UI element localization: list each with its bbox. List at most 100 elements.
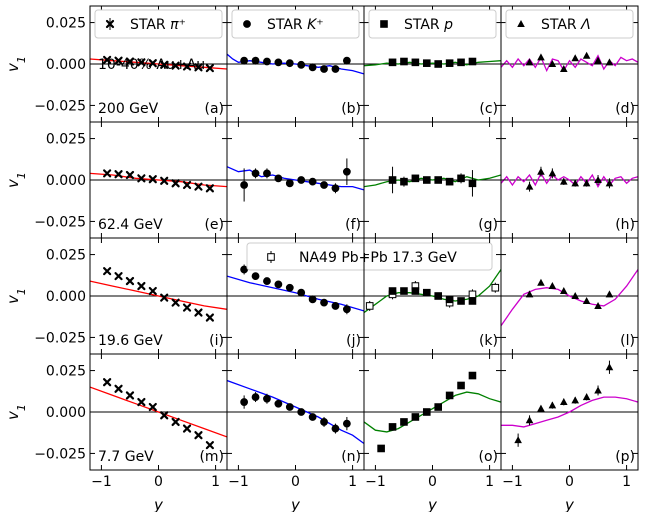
data-point [308,63,317,72]
panel-g: (g) [363,121,502,239]
data-point [331,184,340,193]
data-point [559,287,568,295]
data-point [125,391,135,400]
y-tick-label: 0.025 [46,132,86,148]
panel-letter: (d) [615,101,635,117]
data-point [548,282,557,290]
data-point [160,411,169,420]
data-point [582,51,591,59]
data-point [388,58,397,67]
data-point [434,403,443,411]
legend-label: STAR π⁺ [130,17,186,33]
data-point [388,176,397,184]
legend-marker [380,20,388,28]
data-point [182,180,192,190]
energy-label: 62.4 GeV [98,217,163,233]
na49-legend-label: NA49 Pb+Pb 17.3 GeV [299,250,457,266]
data-point [377,444,385,453]
energy-label: 200 GeV [98,101,159,117]
x-axis-title: y [427,496,438,512]
data-point [263,277,271,285]
data-point [137,58,146,67]
legend-label: STAR p [404,17,453,33]
y-tick-label: −0.025 [34,98,86,114]
data-point [605,179,614,187]
data-point [194,182,203,191]
model-curve [501,269,638,327]
data-point [114,170,123,179]
panel-letter: (o) [479,449,499,465]
y-tick-label: 0.000 [46,289,86,305]
y-axis-title: v1 [4,56,28,72]
model-curve [364,60,501,67]
data-point [559,64,568,72]
data-point [320,181,328,189]
data-point [182,424,192,433]
data-point [400,57,408,66]
data-point [160,293,169,302]
data-point [468,179,477,188]
data-point [148,175,157,184]
data-point [331,65,340,73]
y-tick-label: 0.000 [46,405,86,421]
data-point [274,399,283,408]
x-tick-label: 1 [485,474,494,490]
data-point [457,297,465,305]
x-tick-label: 0 [565,474,574,490]
data-point [114,384,123,393]
data-point [240,398,249,406]
panel-n: −1 0 1 (n) [226,353,365,490]
x-axis-title: y [564,496,575,512]
data-point [434,60,443,68]
panel-letter: (i) [209,333,224,349]
data-point [582,393,591,401]
data-point [411,174,420,183]
legend: STAR π⁺ [94,9,223,39]
data-point [103,55,112,64]
na49-legend-box [246,242,493,271]
panel-p: −1 0 1 (p) [500,353,639,490]
data-point [308,413,317,421]
data-point [457,381,465,390]
data-point [514,436,522,444]
x-tick-label: 1 [348,474,357,490]
y-axis-title: v1 [4,172,28,188]
panel-h: (h) [500,121,639,239]
data-point [160,60,169,69]
data-point [537,404,545,412]
data-point [548,401,557,409]
legend-box [94,9,223,39]
x-tick-label: −1 [228,474,249,490]
data-point [468,371,477,380]
data-point [445,391,454,400]
data-point [194,308,203,317]
data-point [251,272,260,281]
na49-point [468,290,477,299]
y-axis-title-text: v1 [4,288,28,304]
data-point [297,288,306,297]
na49-point [365,302,374,310]
panel-l: (l) [500,237,639,355]
panel-letter: (a) [204,101,224,117]
data-point [537,278,545,286]
panel-letter: (p) [615,449,635,465]
legend-marker [243,20,251,28]
data-point [125,57,135,66]
data-point [274,58,283,67]
legend: STAR K⁺ [231,9,360,39]
panel-m: −0.025 0.000 0.025 −1 0 1 (m) 7.7 GeV [34,353,228,490]
y-tick-label: 0.025 [46,248,86,264]
data-point [297,60,306,69]
data-point [331,302,340,310]
panel-letter: (c) [479,101,498,117]
data-point [125,170,135,180]
panel-d: (d) STAR Λ [500,5,639,123]
data-point [205,64,214,73]
data-point [114,272,123,281]
x-tick-label: −1 [502,474,523,490]
model-curve [227,166,364,191]
data-point [582,179,591,187]
y-axis-title-text: v1 [4,172,28,188]
panel-letter: (k) [479,333,498,349]
data-point [342,167,351,176]
